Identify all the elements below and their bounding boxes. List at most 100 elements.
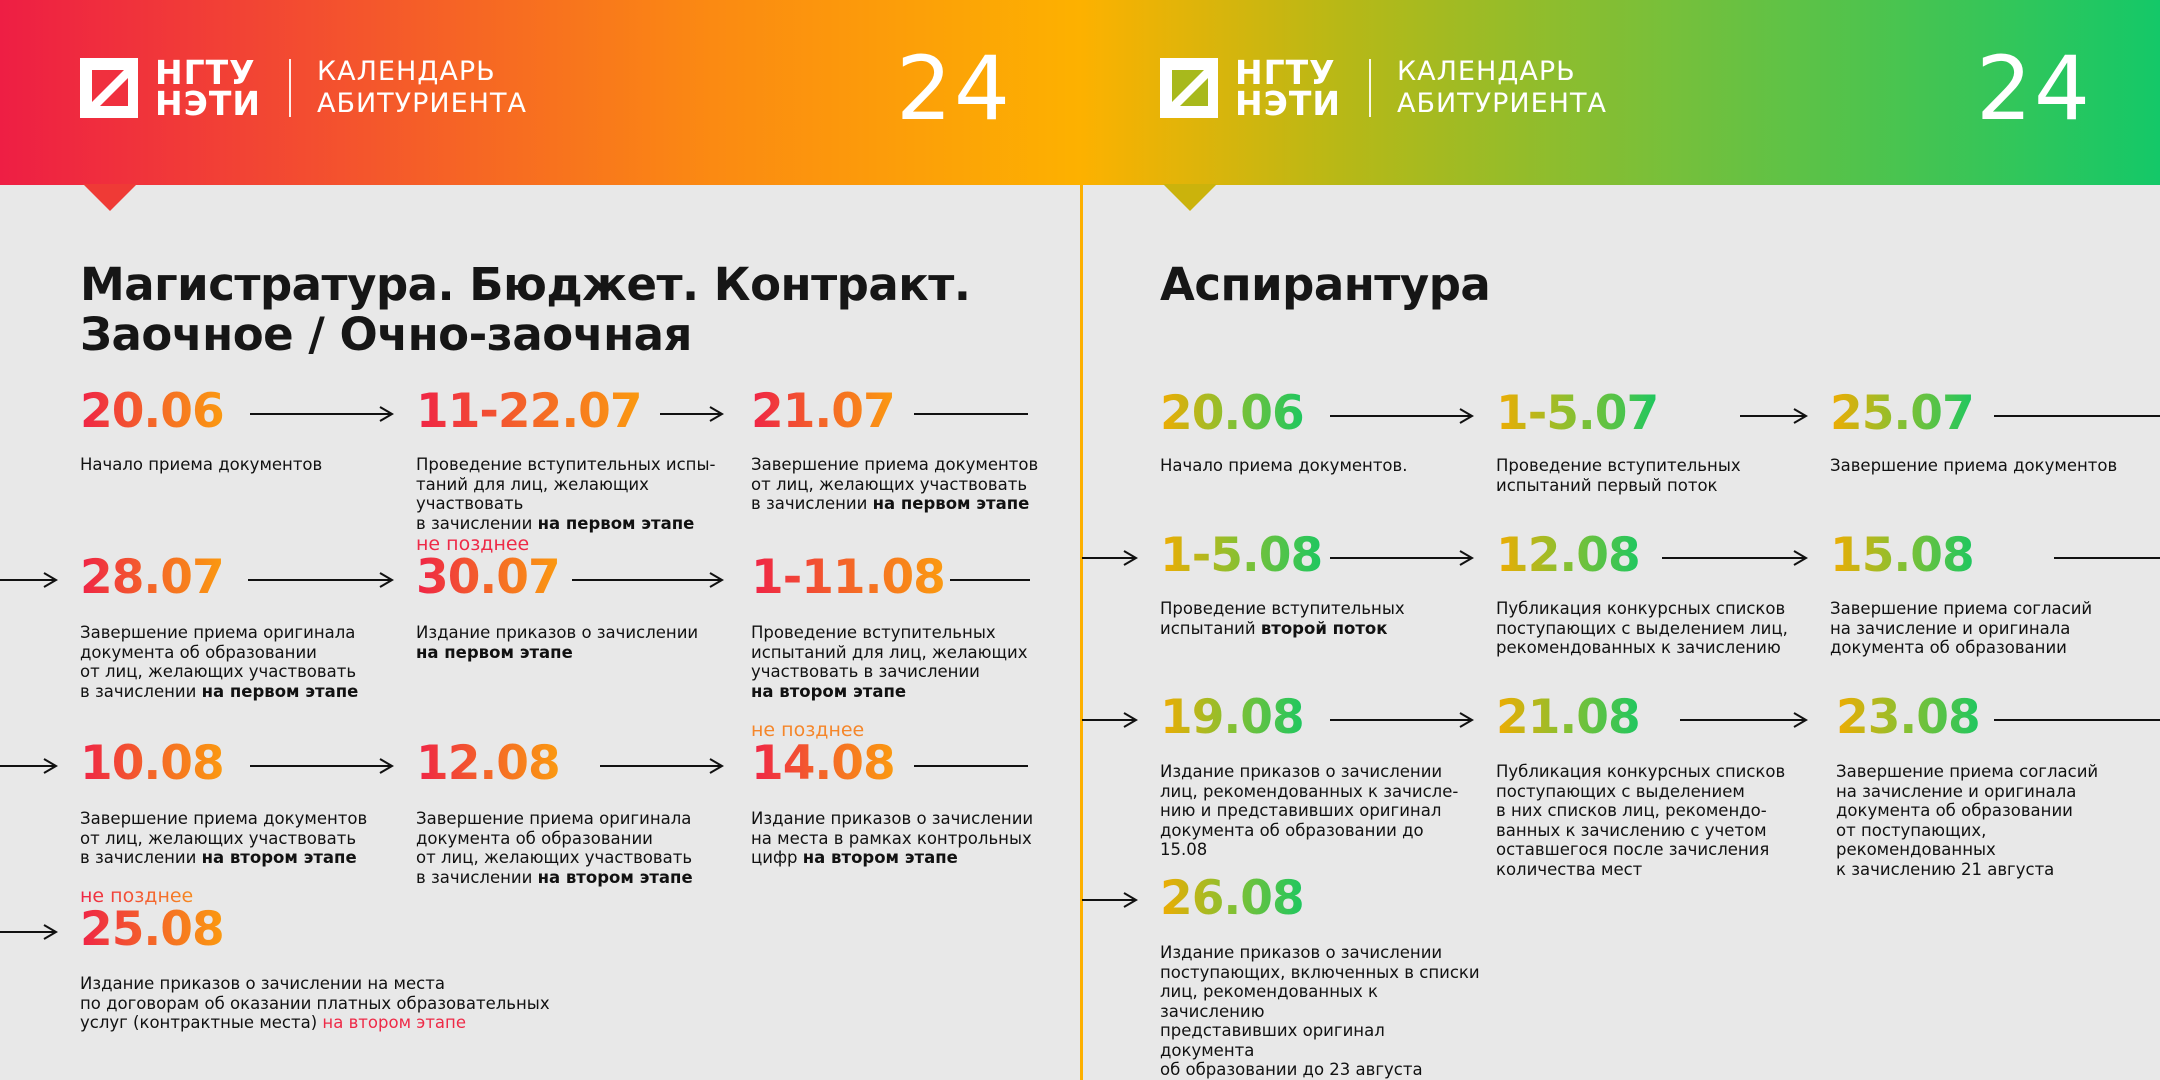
desc-line: оставшегося после зачисления: [1496, 840, 1770, 859]
desc-line: на первом этапе: [416, 643, 716, 663]
desc-line: Завершение приема документов: [751, 455, 1039, 474]
date-label: 20.06: [80, 384, 225, 439]
date-label: 15.08: [1830, 528, 1975, 583]
stage-emphasis: на втором этапе: [802, 848, 958, 867]
desc-line: нию и представивших оригинал: [1160, 801, 1442, 820]
stage-emphasis: на втором этапе: [751, 681, 907, 701]
desc-line: испытаний для лиц, желающих: [751, 642, 1028, 662]
desc-line: об образовании до 23 августа: [1160, 1060, 1423, 1079]
ngtu-logo-icon: [80, 58, 138, 118]
stage-emphasis: на втором этапе: [322, 1013, 466, 1032]
date-label: 25.07: [1830, 386, 1975, 441]
not-later-note: не позднее: [751, 719, 865, 741]
logo-line-2: НЭТИ: [1235, 84, 1341, 123]
desc-line: по договорам об оказании платных образов…: [80, 993, 550, 1013]
date-label: 30.07: [416, 550, 561, 605]
desc-line: на втором этапе: [751, 682, 1051, 702]
event-description: Начало приема документов: [80, 455, 380, 475]
desc-line: испытаний первый поток: [1496, 475, 1718, 495]
title-line-1: Магистратура. Бюджет. Контракт.: [80, 258, 971, 311]
section-title-magistracy: Магистратура. Бюджет. Контракт. Заочное …: [80, 258, 971, 361]
date-label: 12.08: [416, 736, 561, 791]
desc-text: Завершение приема документов: [1830, 456, 2118, 475]
desc-line: в зачислении на втором этапе: [416, 867, 693, 887]
desc-line: испытаний второй поток: [1160, 618, 1388, 638]
date-label: 1-5.08: [1160, 528, 1323, 583]
desc-line: таний для лиц, желающих участвовать: [416, 474, 649, 514]
event-description: Проведение вступительных испытаний для л…: [751, 623, 1051, 701]
desc-line: Издание приказов о зачислении: [751, 809, 1034, 828]
desc-text: Начало приема документов.: [1160, 456, 1408, 475]
desc-line: Проведение вступительных: [1160, 599, 1405, 618]
header-notch-left: [83, 184, 137, 211]
desc-line: поступающих с выделением: [1496, 781, 1745, 801]
event-description: Завершение приема оригинала документа об…: [416, 809, 716, 887]
desc-line: Завершение приема документов: [80, 809, 368, 828]
calendar-line-2: АБИТУРИЕНТА: [1396, 88, 1607, 119]
year-left: 24: [896, 37, 1012, 140]
desc-line: Проведение вступительных: [1496, 456, 1741, 475]
event-description: Проведение вступительных испы- таний для…: [416, 455, 736, 533]
event-description: Начало приема документов.: [1160, 456, 1460, 476]
logo-line-1: НГТУ: [1235, 53, 1336, 92]
desc-line: Завершение приема согласий: [1836, 762, 2099, 781]
ngtu-logo-icon: [1160, 58, 1218, 118]
logo-line-1: НГТУ: [155, 53, 256, 92]
desc-line: участвовать в зачислении: [751, 662, 980, 681]
desc-line: услуг (контрактные места) на втором этап…: [80, 1013, 466, 1032]
brand-divider: [288, 59, 291, 117]
desc-line: Проведение вступительных: [751, 623, 996, 642]
desc-line: Завершение приема оригинала: [416, 809, 692, 828]
desc-line: на места в рамках контрольных: [751, 828, 1032, 848]
logo-wordmark: НГТУ НЭТИ: [155, 53, 261, 123]
calendar-line-2: АБИТУРИЕНТА: [316, 88, 527, 119]
not-later-note: не позднее: [80, 885, 194, 907]
desc-line: рекомендованных к зачислению: [1496, 638, 1781, 657]
stage-emphasis: на первом этапе: [416, 642, 573, 662]
event-description: Публикация конкурсных списков поступающи…: [1496, 762, 1796, 879]
date-label: 21.07: [751, 384, 896, 439]
desc-line: Издание приказов о зачислении: [1160, 762, 1443, 781]
event-description: Завершение приема оригинала документа об…: [80, 623, 380, 701]
date-label: 26.08: [1160, 871, 1305, 926]
calendar-line-1: КАЛЕНДАРЬ: [1396, 56, 1576, 87]
date-label: 1-5.07: [1496, 386, 1659, 441]
desc-line: количества мест: [1496, 859, 1643, 879]
date-label: 14.08: [751, 736, 896, 791]
date-label: 11-22.07: [416, 384, 643, 439]
event-description: Проведение вступительных испытаний второ…: [1160, 599, 1460, 638]
desc-line: Завершение приема согласий: [1830, 599, 2093, 618]
desc-line: Публикация конкурсных списков: [1496, 762, 1786, 781]
event-description: Издание приказов о зачислении на места п…: [80, 974, 560, 1033]
desc-line: в зачислении на первом этапе: [751, 494, 1030, 513]
event-description: Завершение приема документов от лиц, жел…: [751, 455, 1051, 514]
calendar-line-1: КАЛЕНДАРЬ: [316, 56, 496, 87]
desc-line: лиц, рекомендованных к зачисле-: [1160, 781, 1459, 801]
date-label: 10.08: [80, 736, 225, 791]
desc-line: поступающих, включенных в списки: [1160, 962, 1480, 982]
event-description: Проведение вступительных испытаний первы…: [1496, 456, 1796, 495]
desc-line: от лиц, желающих участвовать: [80, 662, 357, 681]
desc-line: Публикация конкурсных списков: [1496, 599, 1786, 618]
year-right: 24: [1976, 37, 2092, 140]
stage-emphasis: на первом этапе: [872, 494, 1030, 513]
stage-emphasis: на первом этапе: [201, 681, 359, 701]
desc-line: от поступающих, рекомендованных: [1836, 820, 1996, 860]
desc-line: документа об образовании до 15.08: [1160, 820, 1424, 860]
stage-emphasis: второй поток: [1260, 618, 1388, 638]
date-label: 25.08: [80, 902, 225, 957]
desc-line: документа об образовании: [1836, 801, 2073, 820]
desc-line: в зачислении на втором этапе: [80, 848, 357, 867]
stage-emphasis: на первом этапе: [537, 513, 695, 533]
desc-line: в них списков лиц, рекомендо-: [1496, 801, 1767, 820]
desc-line: лиц, рекомендованных к зачислению: [1160, 982, 1378, 1021]
header-gradient-bar: [0, 0, 2160, 185]
desc-line: документа об образовании: [416, 828, 653, 848]
desc-line: Завершение приема оригинала: [80, 623, 356, 642]
event-description: Издание приказов о зачислении лиц, реком…: [1160, 762, 1460, 860]
event-description: Издание приказов о зачислении на места в…: [751, 809, 1051, 868]
logo-line-2: НЭТИ: [155, 84, 261, 123]
event-description: Завершение приема согласий на зачисление…: [1836, 762, 2136, 879]
title-line-2: Заочное / Очно-заочная: [80, 308, 692, 361]
brand-left: НГТУ НЭТИ КАЛЕНДАРЬ АБИТУРИЕНТА: [80, 56, 527, 120]
